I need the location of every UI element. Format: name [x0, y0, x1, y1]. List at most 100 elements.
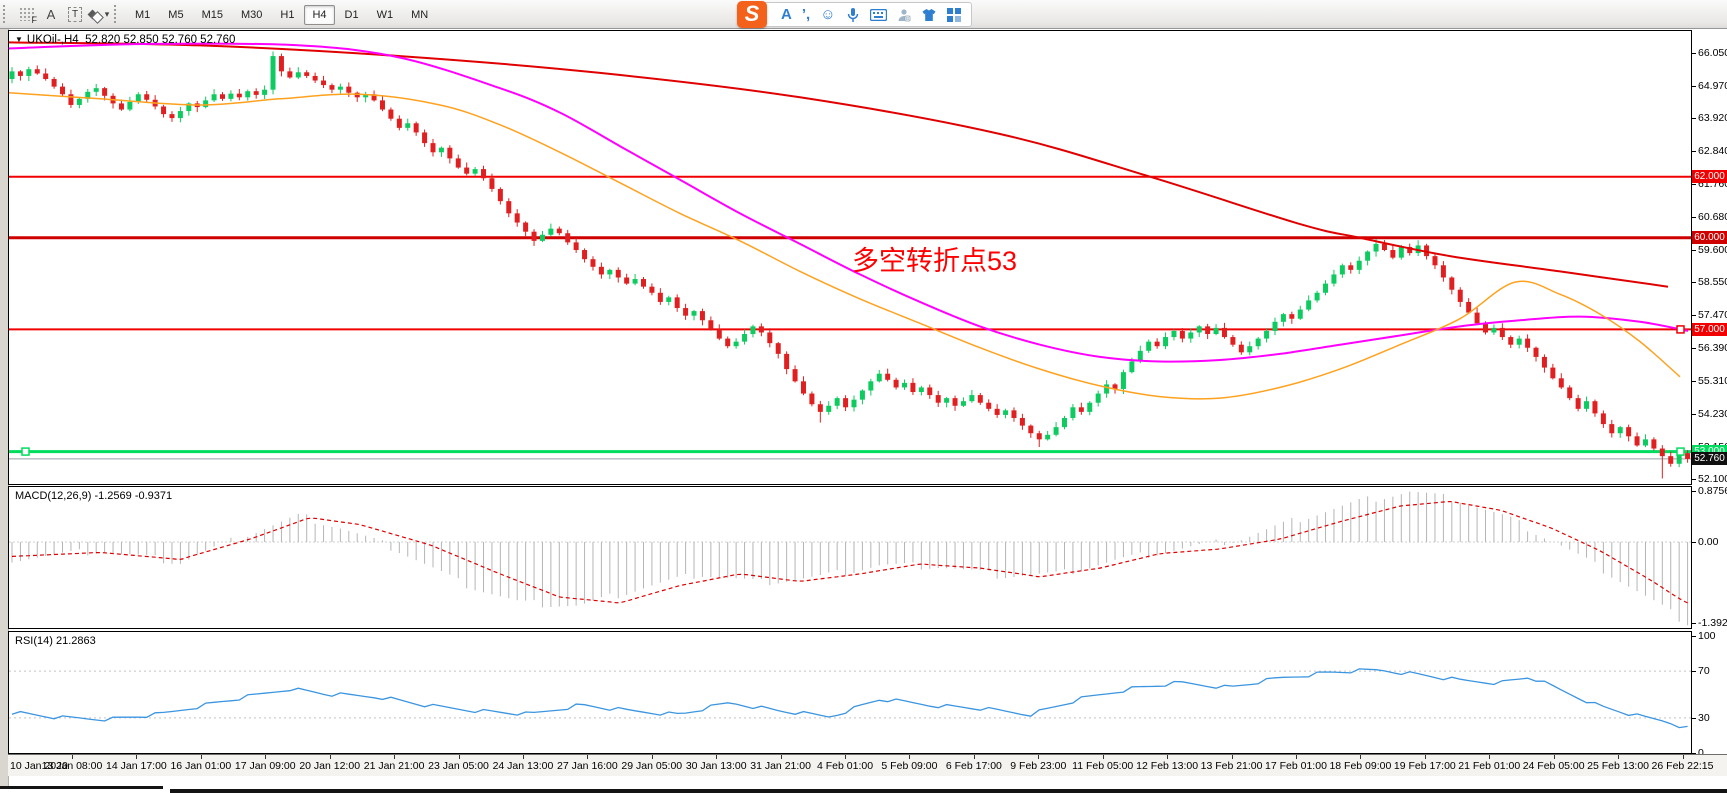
- price-tick: [1692, 348, 1696, 350]
- time-tick: [1618, 755, 1620, 759]
- timeframe-h1-button[interactable]: H1: [280, 9, 295, 21]
- time-tick: [716, 755, 718, 759]
- price-label: 63.920: [1698, 112, 1727, 125]
- time-label: 12 Feb 13:00: [1136, 760, 1199, 772]
- price-label: 62.840: [1698, 145, 1727, 158]
- chart-symbol-period: UKOil-,H4: [26, 34, 79, 46]
- main-chart-panel[interactable]: ▼ UKOil-,H4 52.820 52.850 52.760 52.760 多…: [7, 30, 1692, 485]
- price-tick: [1692, 184, 1696, 186]
- timeframe-w1-button[interactable]: W1: [376, 9, 394, 21]
- objects-icon[interactable]: ▾: [87, 3, 111, 25]
- price-tick: [1692, 151, 1696, 153]
- time-tick: [651, 755, 653, 759]
- ime-skin-icon[interactable]: [921, 8, 937, 22]
- time-tick: [329, 755, 331, 759]
- time-label: 17 Feb 01:00: [1265, 760, 1327, 772]
- price-axis[interactable]: 66.050 64.970 63.920 62.840 61.760 60.680 59.6…: [1692, 29, 1727, 776]
- time-label: 31 Jan 21:00: [750, 760, 811, 772]
- ime-emoji-icon[interactable]: ☺: [820, 6, 836, 23]
- time-label: 19 Feb 17:00: [1393, 760, 1456, 772]
- chart-title-arrow-icon[interactable]: ▼: [15, 35, 23, 44]
- time-tick: [1102, 755, 1104, 759]
- price-label: 59.600: [1698, 244, 1727, 257]
- time-label: 4 Feb 01:00: [817, 760, 874, 772]
- timeframe-m30-button[interactable]: M30: [240, 9, 263, 21]
- ime-microphone-icon[interactable]: [846, 7, 860, 23]
- time-label: 10 Jan 2020: [10, 760, 68, 772]
- toolbar-grip[interactable]: [3, 5, 9, 23]
- rsi-panel[interactable]: RSI(14) 21.2863: [8, 631, 1692, 754]
- timeframe-m15-button[interactable]: M15: [201, 9, 223, 21]
- time-label: 16 Jan 01:00: [170, 760, 232, 772]
- time-label: 9 Feb 23:00: [1010, 760, 1067, 772]
- rsi-label: 100: [1698, 630, 1716, 642]
- price-label: 56.390: [1698, 342, 1727, 355]
- price-tick: [1692, 118, 1696, 120]
- main-chart-canvas[interactable]: [7, 31, 1691, 484]
- timeframe-mn-button[interactable]: MN: [411, 9, 429, 21]
- macd-canvas[interactable]: [9, 487, 1691, 628]
- time-tick: [1553, 755, 1555, 759]
- time-tick: [909, 755, 911, 759]
- macd-label: -1.3923: [1698, 616, 1727, 629]
- time-label: 24 Feb 05:00: [1522, 760, 1585, 772]
- rsi-tick: [1692, 636, 1696, 637]
- rsi-label: 70: [1698, 665, 1710, 678]
- macd-tick: [1692, 542, 1696, 543]
- ime-account-icon[interactable]: B: [897, 8, 911, 22]
- macd-label: 0.00: [1698, 536, 1719, 548]
- timeframe-m5-button[interactable]: M5: [168, 9, 184, 21]
- toolbar-grip-2[interactable]: [114, 5, 120, 23]
- price-tick: [1692, 217, 1696, 219]
- time-label: 21 Feb 01:00: [1458, 760, 1521, 772]
- sogou-logo-icon[interactable]: S: [737, 1, 767, 28]
- price-tick: [1692, 479, 1696, 481]
- time-tick: [136, 755, 138, 759]
- time-tick: [1360, 755, 1362, 759]
- window-bottom-edge-left: [0, 786, 163, 789]
- timeframe-d1-button[interactable]: D1: [344, 9, 359, 21]
- text-label-icon[interactable]: A: [46, 6, 56, 22]
- price-badge-52.760: 52.760: [1692, 452, 1727, 466]
- time-tick: [458, 755, 460, 759]
- time-tick: [587, 755, 589, 759]
- time-label: 11 Feb 05:00: [1072, 760, 1134, 772]
- price-label: 58.550: [1698, 276, 1727, 289]
- ime-keyboard-icon[interactable]: [869, 8, 887, 21]
- macd-panel[interactable]: MACD(12,26,9) -1.2569 -0.9371: [8, 486, 1692, 629]
- rsi-canvas[interactable]: [9, 632, 1691, 753]
- time-tick: [72, 755, 73, 759]
- price-tick: [1692, 250, 1696, 252]
- timeframe-m1-button[interactable]: M1: [135, 9, 151, 21]
- price-tick: [1692, 53, 1696, 55]
- time-tick: [1682, 755, 1684, 759]
- dropdown-arrow-icon[interactable]: ▾: [104, 8, 110, 19]
- time-label: 13 Feb 21:00: [1200, 760, 1263, 772]
- grid-f-icon[interactable]: F: [15, 3, 39, 25]
- price-label: 55.310: [1698, 375, 1727, 388]
- time-label: 5 Feb 09:00: [881, 760, 938, 772]
- time-tick: [200, 755, 202, 759]
- price-label: 60.680: [1698, 211, 1727, 224]
- price-badge-60.000: 60.000: [1692, 231, 1727, 245]
- price-badge-62.000: 62.000: [1692, 170, 1727, 184]
- ime-punctuation-icon[interactable]: ’,: [801, 5, 811, 23]
- time-axis[interactable]: 10 Jan 2020 13 Jan 08:00 14 Jan 17:00 16 Ja…: [8, 754, 1727, 776]
- ime-language-icon[interactable]: A: [781, 5, 792, 23]
- rsi-tick: [1692, 753, 1696, 754]
- time-label: 14 Jan 17:00: [106, 760, 167, 772]
- ime-toolbox-icon[interactable]: [946, 7, 961, 22]
- price-tick: [1692, 414, 1696, 416]
- sogou-ime-bar: S A ’, ☺ B: [737, 1, 972, 28]
- timeframe-h4-button[interactable]: H4: [304, 5, 335, 25]
- time-tick: [1231, 755, 1233, 759]
- time-label: 30 Jan 13:00: [685, 760, 747, 772]
- macd-tick: [1692, 491, 1696, 493]
- time-tick: [1424, 755, 1426, 759]
- toolbar: F A T ▾ M1 M5 M15 M30 H1 H4 D1 W1 MN S A ’, ☺ B: [0, 0, 1727, 29]
- svg-text:B: B: [906, 16, 909, 21]
- price-label: 57.470: [1698, 309, 1727, 322]
- price-label: 52.100: [1698, 473, 1727, 486]
- text-box-icon[interactable]: T: [63, 3, 87, 25]
- macd-tick: [1692, 622, 1696, 624]
